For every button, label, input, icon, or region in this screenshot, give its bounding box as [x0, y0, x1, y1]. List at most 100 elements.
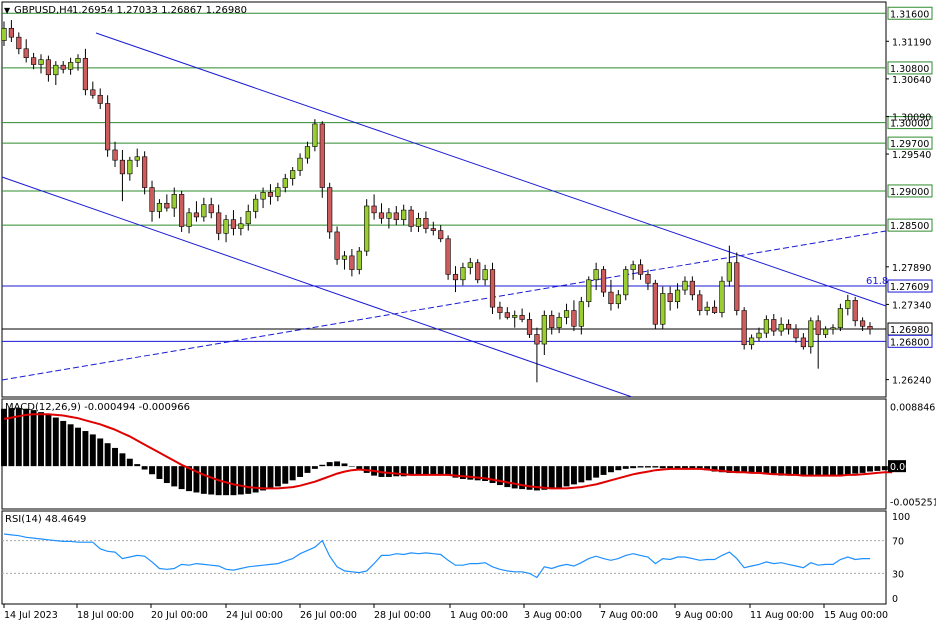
candle[interactable] [667, 286, 673, 311]
candle[interactable] [97, 88, 103, 109]
candle[interactable] [830, 324, 836, 335]
candle[interactable] [549, 310, 555, 335]
candle[interactable] [586, 276, 592, 308]
candle[interactable] [519, 308, 525, 323]
candle[interactable] [571, 300, 577, 332]
candle[interactable] [90, 81, 96, 99]
candle[interactable] [16, 32, 22, 55]
candle[interactable] [489, 262, 496, 314]
candle[interactable] [822, 326, 829, 338]
candle[interactable] [223, 214, 229, 243]
candle[interactable] [660, 286, 666, 330]
candle[interactable] [1, 21, 7, 47]
candle[interactable] [45, 55, 52, 82]
candle[interactable] [312, 119, 318, 152]
candle[interactable] [119, 149, 126, 202]
candle[interactable] [623, 266, 629, 301]
candle[interactable] [771, 313, 777, 336]
candle[interactable] [105, 95, 111, 157]
candle[interactable] [808, 317, 814, 354]
candle[interactable] [815, 315, 821, 369]
candle[interactable] [319, 121, 325, 198]
candle[interactable] [216, 204, 222, 241]
candle[interactable] [253, 194, 259, 219]
candle[interactable] [711, 300, 718, 314]
candle[interactable] [275, 182, 281, 202]
channel-upper-line[interactable] [95, 32, 887, 307]
candle[interactable] [260, 187, 266, 209]
candle[interactable] [726, 245, 732, 287]
candle[interactable] [393, 205, 399, 226]
candle[interactable] [164, 194, 170, 212]
candle[interactable] [238, 216, 244, 236]
candle[interactable] [282, 173, 288, 193]
candle[interactable] [541, 310, 547, 355]
candle[interactable] [23, 39, 29, 63]
candle[interactable] [297, 153, 303, 176]
candle[interactable] [534, 327, 540, 383]
symbol-triangle-icon[interactable]: ▼ [4, 6, 11, 15]
candle[interactable] [719, 276, 725, 318]
candle[interactable] [475, 259, 481, 284]
candle[interactable] [290, 167, 296, 186]
candle[interactable] [327, 182, 333, 239]
candle[interactable] [341, 251, 348, 270]
candle[interactable] [401, 204, 407, 226]
candle[interactable] [600, 266, 607, 297]
candle[interactable] [563, 303, 570, 325]
candle[interactable] [734, 252, 740, 316]
candle[interactable] [785, 319, 792, 335]
candle[interactable] [304, 141, 311, 164]
candle[interactable] [82, 48, 89, 96]
candle[interactable] [526, 312, 533, 338]
candle[interactable] [208, 197, 214, 219]
candle[interactable] [682, 276, 688, 295]
candle[interactable] [852, 296, 858, 327]
candle[interactable] [134, 148, 140, 168]
candle[interactable] [438, 225, 444, 243]
candle[interactable] [186, 208, 192, 234]
candle[interactable] [460, 262, 466, 286]
candle[interactable] [68, 57, 74, 75]
candle[interactable] [497, 301, 503, 320]
candle[interactable] [867, 322, 873, 335]
candle[interactable] [171, 187, 177, 217]
candle[interactable] [75, 54, 81, 71]
candle[interactable] [593, 262, 599, 291]
candle[interactable] [652, 279, 658, 330]
candle[interactable] [430, 221, 436, 236]
candle[interactable] [674, 283, 681, 309]
candle[interactable] [741, 307, 747, 350]
candle[interactable] [793, 324, 799, 343]
candle[interactable] [334, 226, 340, 265]
candle[interactable] [245, 204, 251, 231]
candle[interactable] [356, 247, 362, 275]
candle[interactable] [38, 54, 44, 74]
candle[interactable] [349, 249, 355, 277]
candle[interactable] [149, 180, 155, 222]
candle[interactable] [408, 205, 414, 232]
candle[interactable] [423, 211, 429, 234]
candle[interactable] [179, 190, 185, 232]
candle[interactable] [778, 317, 784, 336]
candle[interactable] [630, 260, 636, 280]
candle[interactable] [504, 307, 510, 320]
candle[interactable] [556, 312, 562, 334]
candle[interactable] [8, 20, 14, 42]
candle[interactable] [53, 61, 59, 86]
candle[interactable] [837, 303, 843, 332]
candle[interactable] [127, 156, 133, 181]
candle[interactable] [697, 290, 703, 316]
candle[interactable] [445, 235, 451, 280]
candle[interactable] [230, 210, 237, 236]
candle[interactable] [608, 279, 614, 311]
candle[interactable] [637, 259, 644, 280]
candle[interactable] [756, 327, 762, 342]
candle[interactable] [193, 201, 200, 222]
candle[interactable] [467, 257, 473, 275]
candle[interactable] [371, 194, 377, 220]
candle[interactable] [482, 264, 488, 286]
candle[interactable] [112, 141, 118, 168]
candle[interactable] [452, 266, 459, 293]
candle[interactable] [267, 184, 274, 205]
